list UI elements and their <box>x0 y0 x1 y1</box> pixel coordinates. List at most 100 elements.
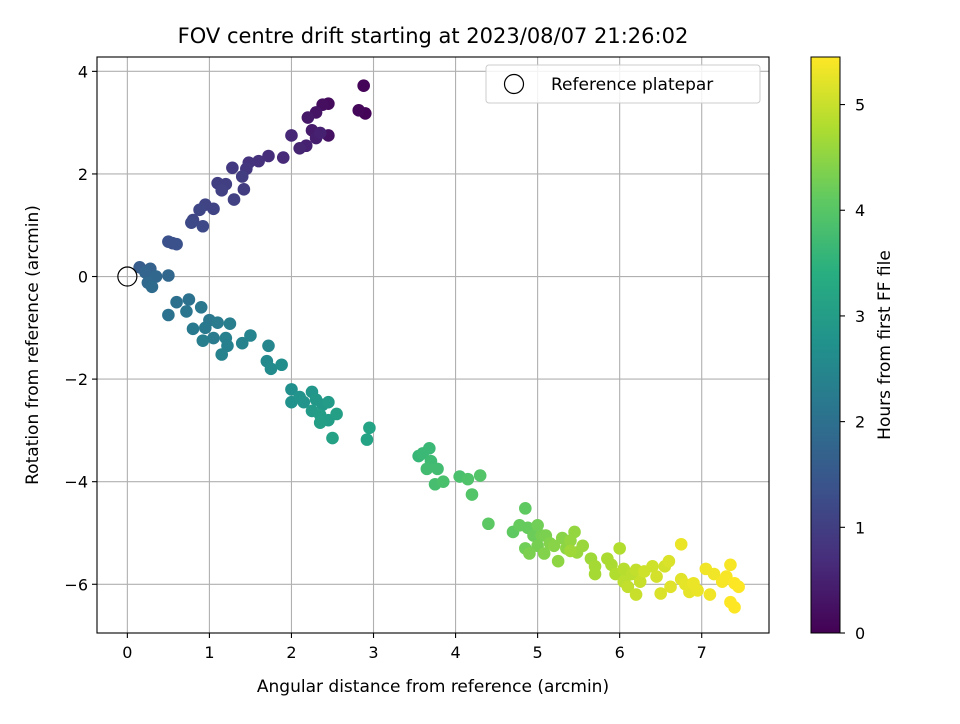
y-tick-label: −4 <box>64 473 88 492</box>
data-point <box>262 339 275 353</box>
colorbar <box>810 56 841 634</box>
data-point <box>207 331 220 345</box>
colorbar-tick-label: 4 <box>855 201 865 220</box>
data-point <box>207 202 220 216</box>
data-point <box>547 539 561 553</box>
data-point <box>691 584 704 597</box>
grid <box>97 57 769 633</box>
x-tick-label: 7 <box>697 643 707 662</box>
data-point <box>531 518 544 532</box>
data-point <box>482 517 495 531</box>
colorbar-tick-label: 3 <box>855 307 865 326</box>
reference-marker-layer <box>117 266 138 287</box>
data-point <box>227 193 241 206</box>
data-point <box>193 203 206 217</box>
x-tick-label: 4 <box>450 643 460 662</box>
y-tick-label: −2 <box>64 370 88 389</box>
y-ticks: −6 −4 −2 0 2 4 <box>64 62 97 594</box>
data-point <box>629 588 643 601</box>
legend-marker-reference <box>503 73 525 95</box>
data-point <box>360 433 374 446</box>
data-point <box>196 334 210 347</box>
data-point <box>223 317 237 331</box>
x-tick-label: 1 <box>204 643 214 662</box>
data-point <box>621 580 635 594</box>
data-point <box>301 111 315 124</box>
data-point <box>330 407 343 421</box>
data-point <box>297 395 311 409</box>
data-point <box>162 308 175 322</box>
data-point <box>664 580 677 594</box>
data-point <box>703 588 717 601</box>
x-tick-label: 5 <box>533 643 543 662</box>
data-point <box>576 539 590 553</box>
colorbar-tick-label: 2 <box>855 413 865 432</box>
data-point <box>537 547 551 560</box>
x-ticks: 0 1 2 3 4 5 6 7 <box>122 633 707 662</box>
data-point <box>211 316 224 329</box>
x-tick-label: 0 <box>122 643 132 662</box>
colorbar-tick-label: 5 <box>855 96 865 115</box>
data-point <box>293 141 306 155</box>
data-point <box>199 321 212 335</box>
data-point <box>423 442 436 455</box>
y-tick-label: −6 <box>64 575 88 594</box>
data-point <box>724 558 737 572</box>
reference-platepar-marker <box>117 266 138 287</box>
data-point <box>185 216 198 229</box>
data-point <box>262 149 275 163</box>
x-tick-label: 2 <box>286 643 296 662</box>
data-point <box>186 322 200 336</box>
y-tick-label: 4 <box>78 62 88 81</box>
data-point <box>646 560 659 573</box>
data-point <box>613 542 626 555</box>
plot-frame <box>96 56 770 634</box>
data-point <box>674 537 688 551</box>
data-point <box>654 587 667 600</box>
data-point <box>519 502 532 515</box>
data-point <box>235 170 249 183</box>
data-point <box>182 293 196 306</box>
data-point <box>728 601 741 614</box>
data-point <box>170 295 183 309</box>
y-tick-label: 0 <box>78 268 88 287</box>
data-point <box>180 305 193 318</box>
legend-entry-reference: Reference platepar <box>551 75 713 95</box>
legend: Reference platepar <box>485 64 761 104</box>
data-point <box>237 183 251 196</box>
data-point <box>633 575 647 589</box>
data-point <box>420 462 434 476</box>
data-point <box>276 151 290 164</box>
data-point <box>170 237 183 251</box>
colorbar-ticks: 0 1 2 3 4 5 <box>840 96 865 643</box>
y-tick-label: 2 <box>78 165 88 184</box>
data-point <box>465 488 479 501</box>
data-points <box>133 79 745 614</box>
data-point <box>285 383 298 396</box>
data-point <box>732 580 745 594</box>
data-point <box>313 126 327 140</box>
data-point <box>564 544 577 558</box>
data-point <box>431 462 444 476</box>
data-point <box>252 154 265 168</box>
data-point <box>461 472 475 486</box>
data-point <box>215 184 229 197</box>
data-point <box>568 525 581 539</box>
data-point <box>473 469 487 482</box>
colorbar-tick-label: 1 <box>855 518 865 537</box>
data-point <box>244 329 257 342</box>
data-point <box>235 336 249 350</box>
data-point <box>662 554 676 568</box>
data-point <box>285 129 298 142</box>
y-axis-label: Rotation from reference (arcmin) <box>23 205 43 485</box>
x-tick-label: 3 <box>368 643 378 662</box>
data-point <box>322 395 335 409</box>
data-point <box>194 301 208 314</box>
chart-title: FOV centre drift starting at 2023/08/07 … <box>178 24 689 48</box>
legend-box <box>485 64 761 104</box>
data-point <box>264 362 278 376</box>
data-point <box>226 161 239 175</box>
data-point <box>145 280 159 294</box>
data-point <box>275 358 288 372</box>
